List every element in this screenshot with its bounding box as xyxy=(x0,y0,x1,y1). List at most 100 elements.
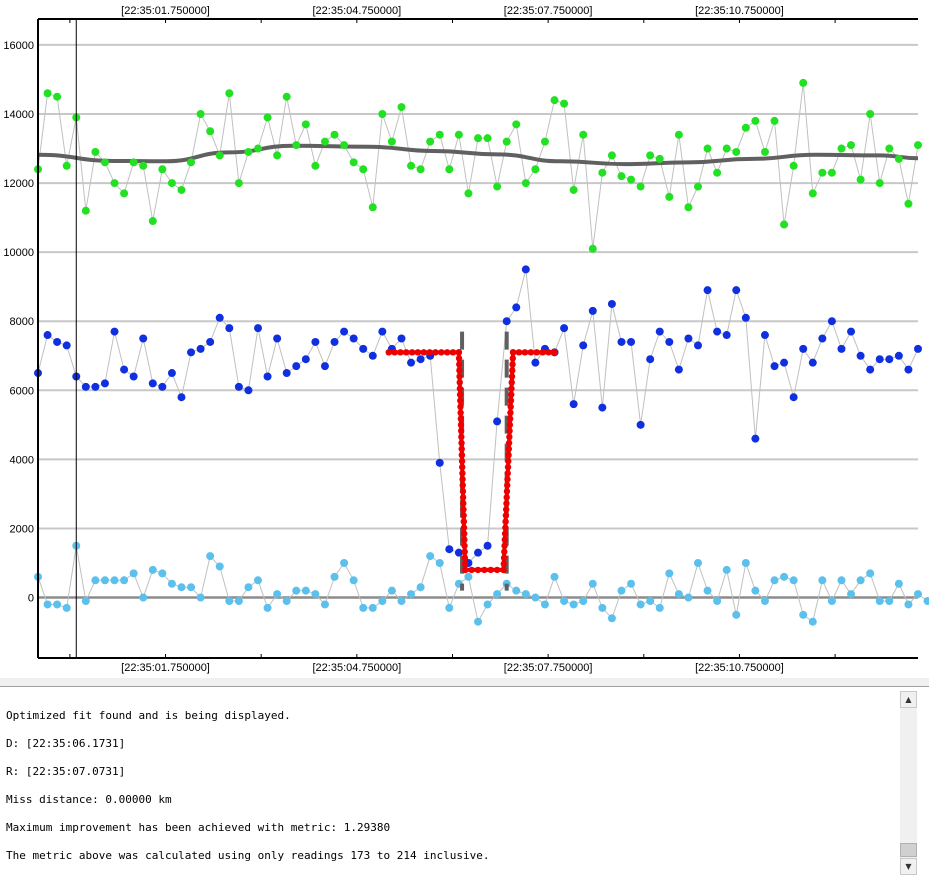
comparison-point xyxy=(827,168,836,177)
target-point xyxy=(827,317,836,326)
fit-point xyxy=(504,463,512,471)
y-tick-label: 14000 xyxy=(3,109,34,121)
log-scrollbar[interactable]: ▲ ▼ xyxy=(900,691,917,875)
background-point xyxy=(923,597,929,606)
comparison-point xyxy=(100,158,109,167)
target-point xyxy=(856,351,865,360)
fit-point xyxy=(459,488,467,495)
fit-point xyxy=(468,566,475,574)
log-panel[interactable]: Optimized fit found and is being display… xyxy=(0,686,929,877)
comparison-point xyxy=(273,151,282,160)
event-edge-lines xyxy=(460,331,509,591)
fit-point xyxy=(500,554,508,562)
log-text: Optimized fit found and is being display… xyxy=(6,697,896,865)
fit-point xyxy=(506,421,514,429)
comparison-point xyxy=(62,161,71,170)
fit-point xyxy=(420,349,427,356)
target-point xyxy=(674,365,683,374)
comparison-point xyxy=(292,141,301,150)
scroll-thumb[interactable] xyxy=(900,843,917,857)
comparison-point xyxy=(254,144,262,153)
background-point xyxy=(301,586,310,595)
comparison-point xyxy=(148,217,157,226)
background-point xyxy=(244,583,253,592)
fit-point xyxy=(456,361,463,368)
background-point xyxy=(722,565,731,574)
comparison-point xyxy=(244,147,253,156)
comparison-point xyxy=(560,99,569,108)
comparison-point xyxy=(732,147,741,156)
light-curve-chart[interactable]: 0 2000 4000 6000 8000 10000 12000 14000 16000 [2… xyxy=(0,0,929,678)
comparison-point xyxy=(53,92,62,101)
comparison-point xyxy=(598,168,607,177)
background-point xyxy=(875,597,884,606)
fit-point xyxy=(460,500,467,507)
panel-splitter[interactable] xyxy=(0,678,929,686)
scroll-up-button[interactable]: ▲ xyxy=(900,691,917,708)
fit-point xyxy=(551,349,558,356)
target-point xyxy=(254,324,262,333)
background-point xyxy=(120,576,129,585)
comparison-point xyxy=(387,137,396,146)
fit-point xyxy=(509,361,516,368)
fit-point xyxy=(507,409,514,416)
background-point xyxy=(885,597,894,606)
fit-point xyxy=(502,518,509,525)
target-point xyxy=(474,548,482,557)
background-point xyxy=(837,576,846,585)
fit-point xyxy=(457,427,465,435)
target-point xyxy=(282,369,291,378)
background-point xyxy=(579,597,588,606)
x-tick-label-top: [22:35:04.750000] xyxy=(312,5,401,17)
x-tick-label-bottom: [22:35:07.750000] xyxy=(504,662,593,674)
background-point xyxy=(416,583,425,592)
scroll-down-button[interactable]: ▼ xyxy=(900,858,917,875)
comparison-point xyxy=(885,144,894,153)
background-point xyxy=(445,603,454,612)
background-point xyxy=(196,593,205,602)
fit-point xyxy=(462,566,469,574)
comparison-point xyxy=(617,172,626,181)
fit-point xyxy=(458,445,465,453)
comparison-point xyxy=(225,89,234,98)
fit-point xyxy=(501,548,508,555)
target-point xyxy=(120,365,129,374)
fit-point xyxy=(503,500,510,507)
light-curve-plot[interactable]: 0 2000 4000 6000 8000 10000 12000 14000 16000 [2… xyxy=(0,0,929,678)
comparison-point xyxy=(349,158,358,167)
target-point xyxy=(320,362,329,371)
target-point xyxy=(732,286,741,295)
fit-point xyxy=(455,349,463,356)
fit-point xyxy=(502,524,509,531)
target-point xyxy=(263,372,272,381)
background-point xyxy=(43,600,52,609)
target-point xyxy=(53,337,62,346)
comparison-point xyxy=(550,96,559,105)
x-tick-label-bottom: [22:35:10.750000] xyxy=(695,662,784,674)
y-tick-label: 16000 xyxy=(3,40,34,52)
background-point xyxy=(474,617,482,626)
background-point xyxy=(780,572,789,581)
background-point xyxy=(292,586,301,595)
comparison-point xyxy=(531,165,540,174)
comparison-point xyxy=(187,158,196,167)
background-point xyxy=(760,597,769,606)
background-point xyxy=(91,576,100,585)
background-point xyxy=(378,597,387,606)
y-tick-label: 0 xyxy=(28,593,34,605)
comparison-point xyxy=(741,123,750,132)
target-point xyxy=(741,313,750,322)
comparison-point xyxy=(215,151,224,160)
target-point xyxy=(617,337,626,346)
fit-point xyxy=(459,476,466,483)
comparison-point xyxy=(120,189,129,198)
background-point xyxy=(827,597,836,606)
x-tick-label-bottom: [22:35:01.750000] xyxy=(121,662,210,674)
fit-point xyxy=(461,542,468,549)
comparison-point xyxy=(780,220,789,229)
target-point xyxy=(569,400,578,409)
fit-point xyxy=(509,355,517,362)
comparison-point xyxy=(445,165,454,174)
target-point xyxy=(521,265,530,274)
target-point xyxy=(579,341,588,350)
